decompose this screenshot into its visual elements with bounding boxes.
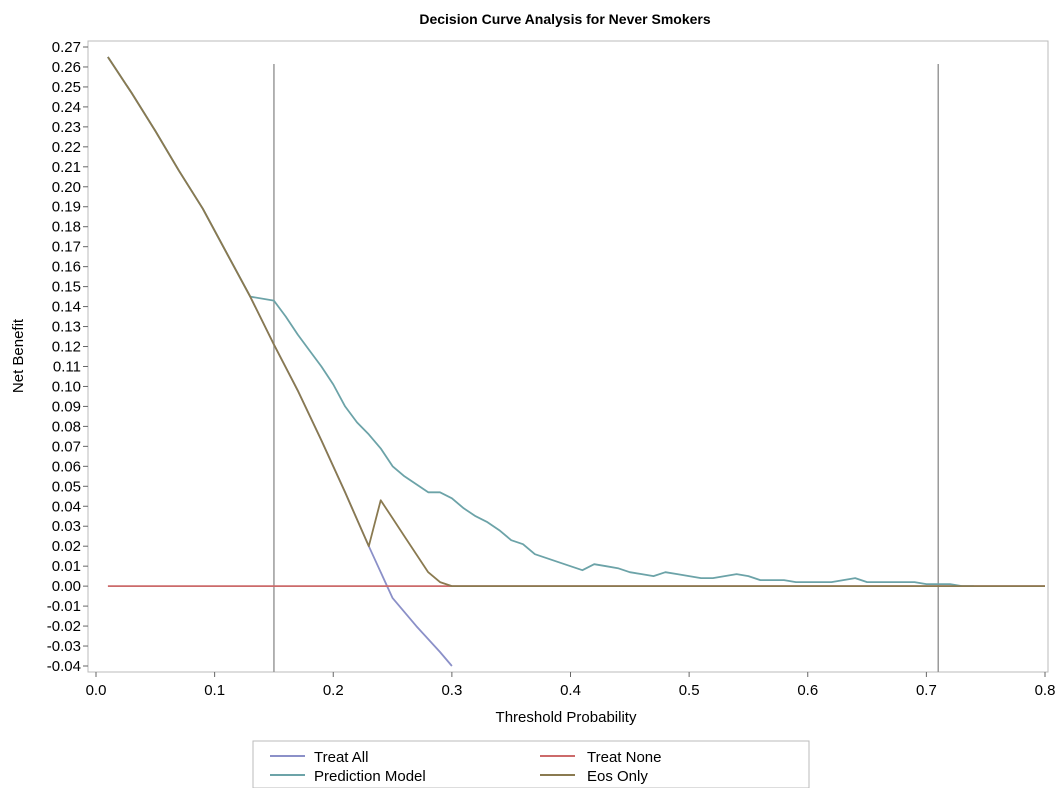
y-tick-label: 0.07 [52,438,81,455]
series-lines [107,56,1045,667]
x-tick-label: 0.8 [1035,682,1056,699]
legend-label-treat-all: Treat All [314,749,368,766]
y-tick-label: 0.20 [52,179,81,196]
legend: Treat All Treat None Prediction Model Eo… [252,740,810,788]
chart-title: Decision Curve Analysis for Never Smoker… [419,11,710,27]
y-tick-label: 0.18 [52,219,81,236]
legend-label-prediction-model: Prediction Model [314,768,426,785]
x-tick-label: 0.1 [204,682,225,699]
legend-frame [252,740,810,788]
legend-label-eos-only: Eos Only [587,768,648,785]
y-tick-label: 0.16 [52,259,81,276]
x-tick-label: 0.5 [679,682,700,699]
y-tick-label: 0.19 [52,199,81,216]
x-tick-label: 0.0 [86,682,107,699]
y-tick-label: 0.14 [52,299,81,316]
x-tick-label: 0.3 [441,682,462,699]
y-tick-label: 0.09 [52,398,81,415]
y-tick-label: 0.00 [52,578,81,595]
y-axis-title: Net Benefit [10,318,27,393]
y-tick-label: 0.08 [52,418,81,435]
y-tick-label: 0.15 [52,279,81,296]
y-tick-label: 0.02 [52,538,81,555]
y-tick-label: -0.02 [47,618,81,635]
y-axis: 0.27 0.26 0.25 0.24 0.23 0.22 0.21 0.20 0.19 0.18… [47,39,88,675]
x-tick-label: 0.2 [323,682,344,699]
y-tick-label: 0.04 [52,498,81,515]
y-tick-label: 0.12 [52,339,81,356]
x-tick-label: 0.4 [560,682,581,699]
x-tick-label: 0.7 [916,682,937,699]
x-axis-title: Threshold Probability [496,709,637,726]
y-tick-label: -0.01 [47,598,81,615]
plot-frame [87,40,1049,673]
y-tick-label: 0.10 [52,378,81,395]
y-tick-label: 0.11 [53,358,81,375]
series-line-eos-only [107,56,1045,587]
reference-lines [273,64,939,672]
y-tick-label: -0.03 [47,638,81,655]
x-axis: 0.0 0.1 0.2 0.3 0.4 0.5 0.6 0.7 0.8 [86,672,1056,699]
y-tick-label: 0.21 [52,159,81,176]
series-line-treat-all [107,56,453,667]
series-line-prediction-model [107,56,974,587]
y-tick-label: 0.24 [52,99,81,116]
y-tick-label: 0.05 [52,478,81,495]
y-tick-label: 0.25 [52,79,81,96]
y-tick-label: 0.03 [52,518,81,535]
y-tick-label: 0.23 [52,119,81,136]
y-tick-label: 0.13 [52,319,81,336]
y-tick-label: 0.22 [52,139,81,156]
legend-label-treat-none: Treat None [587,749,661,766]
y-tick-label: 0.27 [52,39,81,56]
y-tick-label: 0.17 [52,239,81,256]
y-tick-label: 0.26 [52,59,81,76]
y-tick-label: 0.01 [52,558,81,575]
x-tick-label: 0.6 [797,682,818,699]
y-tick-label: -0.04 [47,658,81,675]
y-tick-label: 0.06 [52,458,81,475]
